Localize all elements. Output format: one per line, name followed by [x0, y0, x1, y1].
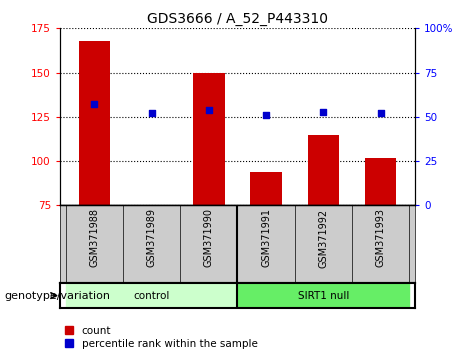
Bar — [78, 41, 110, 205]
Text: GSM371991: GSM371991 — [261, 209, 271, 267]
Text: GSM371990: GSM371990 — [204, 209, 214, 267]
Text: GSM371992: GSM371992 — [318, 209, 328, 268]
Point — [262, 112, 270, 118]
Point — [148, 110, 155, 116]
Text: control: control — [133, 291, 170, 301]
Text: SIRT1 null: SIRT1 null — [298, 291, 349, 301]
Bar — [65, 283, 237, 308]
Bar — [250, 172, 282, 205]
Point — [377, 110, 384, 116]
Point — [91, 102, 98, 107]
Bar — [307, 135, 339, 205]
Text: GSM371988: GSM371988 — [89, 209, 99, 267]
Title: GDS3666 / A_52_P443310: GDS3666 / A_52_P443310 — [147, 12, 328, 26]
Text: GSM371989: GSM371989 — [147, 209, 157, 267]
Bar — [237, 283, 409, 308]
Bar — [193, 73, 225, 205]
Point — [205, 107, 213, 113]
Text: GSM371993: GSM371993 — [376, 209, 385, 267]
Bar — [365, 158, 396, 205]
Legend: count, percentile rank within the sample: count, percentile rank within the sample — [65, 326, 258, 349]
Point — [319, 109, 327, 114]
Text: genotype/variation: genotype/variation — [5, 291, 111, 301]
